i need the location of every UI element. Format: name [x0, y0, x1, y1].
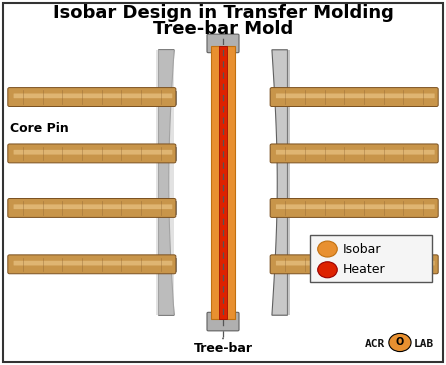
FancyBboxPatch shape	[13, 93, 172, 98]
FancyBboxPatch shape	[13, 204, 172, 209]
FancyBboxPatch shape	[270, 88, 438, 107]
Text: Tree-bar: Tree-bar	[194, 342, 252, 356]
Text: ACR: ACR	[365, 339, 385, 349]
Text: O: O	[396, 338, 404, 347]
Text: Core Pin: Core Pin	[9, 122, 68, 135]
FancyBboxPatch shape	[8, 88, 176, 107]
FancyBboxPatch shape	[270, 255, 438, 274]
FancyBboxPatch shape	[270, 199, 438, 218]
Bar	[270, 91, 283, 104]
Bar	[270, 201, 283, 215]
Bar	[163, 201, 176, 215]
FancyBboxPatch shape	[8, 144, 176, 163]
Polygon shape	[156, 50, 174, 315]
Bar	[219, 46, 227, 319]
FancyBboxPatch shape	[13, 150, 172, 154]
Bar	[211, 46, 235, 319]
FancyBboxPatch shape	[8, 199, 176, 218]
Circle shape	[318, 241, 337, 257]
Text: Isobar Design in Transfer Molding: Isobar Design in Transfer Molding	[53, 4, 393, 22]
Bar	[270, 147, 283, 160]
Text: Isobar: Isobar	[343, 242, 381, 255]
FancyBboxPatch shape	[207, 34, 239, 53]
Text: Heater: Heater	[343, 263, 386, 276]
FancyBboxPatch shape	[276, 204, 435, 209]
Circle shape	[318, 262, 337, 278]
Bar	[163, 258, 176, 271]
FancyBboxPatch shape	[276, 150, 435, 154]
FancyBboxPatch shape	[276, 93, 435, 98]
FancyBboxPatch shape	[270, 144, 438, 163]
Text: Tree-bar Mold: Tree-bar Mold	[153, 20, 293, 38]
Polygon shape	[158, 50, 174, 315]
FancyBboxPatch shape	[310, 235, 432, 283]
Polygon shape	[288, 50, 290, 315]
Bar	[270, 258, 283, 271]
Bar	[163, 91, 176, 104]
FancyBboxPatch shape	[276, 261, 435, 265]
Bar	[163, 147, 176, 160]
Circle shape	[389, 333, 411, 351]
FancyBboxPatch shape	[13, 261, 172, 265]
FancyBboxPatch shape	[8, 255, 176, 274]
FancyBboxPatch shape	[207, 312, 239, 331]
Polygon shape	[272, 50, 288, 315]
Text: LAB: LAB	[413, 339, 434, 349]
